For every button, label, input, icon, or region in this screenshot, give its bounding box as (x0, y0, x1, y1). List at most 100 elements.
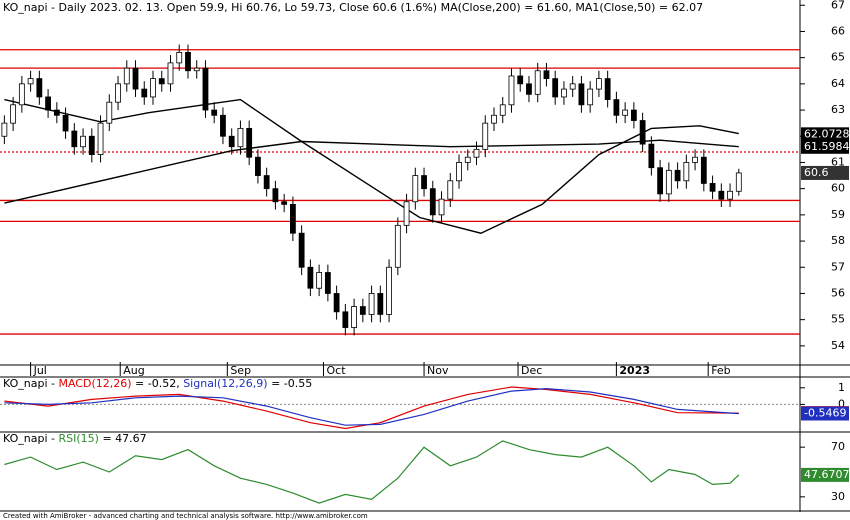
value-label-box (801, 165, 849, 180)
candle-body (377, 293, 384, 315)
candle-body (106, 101, 113, 124)
title-part: MACD(12,26) (58, 377, 131, 390)
x-tick-label: Jul (33, 364, 47, 377)
series-line (4, 386, 739, 430)
candle-body (587, 88, 594, 106)
candle-body (36, 78, 43, 98)
candle-body (10, 104, 17, 124)
candle-body (648, 143, 655, 169)
candle-body (727, 190, 733, 200)
candle-body (491, 114, 497, 124)
candle-body (18, 83, 25, 106)
title-part: = 47.67 (102, 432, 146, 445)
candle-body (272, 188, 279, 203)
value-label: 62.0728 (804, 127, 850, 140)
candle-body (665, 169, 672, 195)
candle-body (386, 266, 392, 315)
y-tick-label: 61 (831, 155, 845, 168)
value-label-box (801, 127, 849, 142)
candle-body (421, 175, 427, 190)
x-tick-label: Dec (521, 364, 542, 377)
candle-body (578, 83, 585, 106)
series-line (4, 98, 739, 234)
candle-body (45, 96, 51, 111)
candle-body (639, 120, 646, 145)
candle-body (543, 70, 550, 80)
candle-body (97, 122, 104, 155)
candle-body (604, 78, 611, 100)
candle-body (80, 135, 86, 148)
panel-title: KO_napi - MACD(12,26) = -0.52, Signal(12… (3, 377, 312, 390)
title-part: = -0.55 (271, 377, 312, 390)
candle-body (324, 272, 331, 294)
y-tick-label: 57 (831, 260, 845, 273)
candle-body (534, 70, 541, 95)
x-tick-label: Sep (230, 364, 251, 377)
candle-body (499, 104, 506, 116)
candle-body (526, 83, 532, 95)
candle-body (220, 114, 226, 137)
candle-body (368, 293, 375, 315)
candle-body (552, 78, 559, 98)
candle-body (88, 135, 95, 155)
candle-body (561, 88, 567, 98)
candle-body (167, 62, 174, 85)
candle-body (53, 109, 60, 116)
candle-body (141, 88, 148, 98)
x-tick-label: Aug (123, 364, 144, 377)
x-tick-label: Feb (711, 364, 730, 377)
footer: Created with AmiBroker - advanced charti… (3, 512, 368, 520)
candle-body (683, 162, 690, 182)
value-label: 60.6 (804, 166, 829, 179)
value-label-box (801, 406, 849, 421)
candle-body (473, 148, 480, 158)
y-tick-label: 65 (831, 51, 845, 64)
candle-body (622, 109, 629, 116)
candle-body (1, 122, 8, 137)
candle-body (158, 78, 165, 85)
y-tick-label: 60 (831, 182, 845, 195)
value-label: 61.5984 (804, 140, 850, 153)
series-line (4, 387, 739, 426)
candle-body (211, 109, 218, 116)
value-label-box (801, 139, 849, 154)
candle-body (193, 67, 200, 72)
y-tick-label: 67 (831, 0, 845, 11)
candle-body (700, 156, 707, 184)
candle-body (508, 75, 515, 106)
candle-body (281, 201, 288, 205)
candle-body (71, 130, 78, 148)
candle-body (176, 52, 183, 64)
candle-body (237, 127, 244, 148)
candle-body (246, 127, 253, 158)
candle-body (123, 67, 130, 85)
candle-body (202, 67, 209, 111)
y-tick-label: 64 (831, 77, 845, 90)
candle-body (456, 162, 462, 182)
title-part: KO_napi - (3, 432, 58, 445)
candle-body (674, 169, 681, 182)
value-label: -0.5469 (804, 407, 846, 420)
candle-body (596, 78, 602, 90)
title-part: = -0.52, (135, 377, 180, 390)
x-tick-label: Oct (326, 364, 346, 377)
candle-body (718, 190, 725, 200)
value-label: 47.6707 (804, 468, 850, 481)
y-tick-label: 66 (831, 24, 845, 37)
candle-body (735, 172, 742, 192)
y-tick-label: 0 (838, 397, 845, 410)
candle-body (709, 183, 716, 192)
candle-body (569, 83, 576, 90)
candle-body (132, 67, 139, 90)
candle-body (447, 180, 454, 200)
candle-body (115, 83, 121, 103)
y-tick-label: 70 (831, 440, 845, 453)
candle-body (613, 99, 620, 116)
candle-body (289, 203, 296, 234)
candle-body (351, 306, 357, 328)
candle-body (228, 135, 235, 148)
y-tick-label: 58 (831, 234, 845, 247)
candle-body (412, 175, 419, 203)
